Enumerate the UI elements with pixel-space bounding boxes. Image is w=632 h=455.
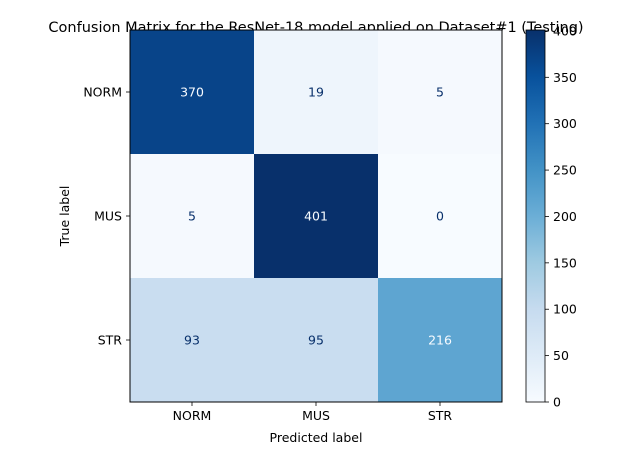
heatmap-cell [378,154,503,279]
y-tick-label: STR [98,333,123,348]
heatmap-cell [378,30,503,155]
heatmap-cell [254,30,379,155]
cell-value-label: 0 [436,209,444,224]
cell-value-label: 401 [304,209,328,224]
x-tick-label: MUS [302,408,330,423]
heatmap-cells: 370 19 5 5 401 0 93 95 216 [130,30,503,403]
heatmap-cell [378,278,503,403]
cell-value-label: 95 [308,333,324,348]
y-axis-label: True label [57,186,72,248]
cell-value-label: 5 [436,85,444,100]
colorbar-tick-label: 0 [553,395,561,410]
cell-value-label: 93 [184,333,200,348]
x-tick-label: STR [428,408,453,423]
colorbar-tick-label: 200 [553,209,577,224]
y-axis-ticks: NORM MUS STR [83,85,130,348]
colorbar [525,29,546,403]
colorbar-tick-label: 250 [553,163,577,178]
x-axis-ticks: NORM MUS STR [173,402,453,423]
x-tick-label: NORM [173,408,212,423]
cell-value-label: 370 [180,85,204,100]
colorbar-tick-label: 150 [553,255,577,270]
heatmap-cell [130,154,255,279]
cell-value-label: 5 [188,209,196,224]
heatmap-cell [130,30,255,155]
cell-value-label: 216 [428,333,452,348]
colorbar-tick-label: 50 [553,348,569,363]
colorbar-tick-label: 100 [553,302,577,317]
colorbar-tick-label: 400 [553,23,577,38]
y-tick-label: NORM [83,85,122,100]
x-axis-label: Predicted label [270,430,363,445]
colorbar-tick-label: 300 [553,116,577,131]
heatmap-cell [254,154,379,279]
heatmap-cell [254,278,379,403]
cell-value-label: 19 [308,85,324,100]
y-tick-label: MUS [94,209,122,224]
heatmap-cell [130,278,255,403]
colorbar-ticks: 0 50 100 150 200 250 300 350 400 [545,23,577,410]
colorbar-tick-label: 350 [553,70,577,85]
